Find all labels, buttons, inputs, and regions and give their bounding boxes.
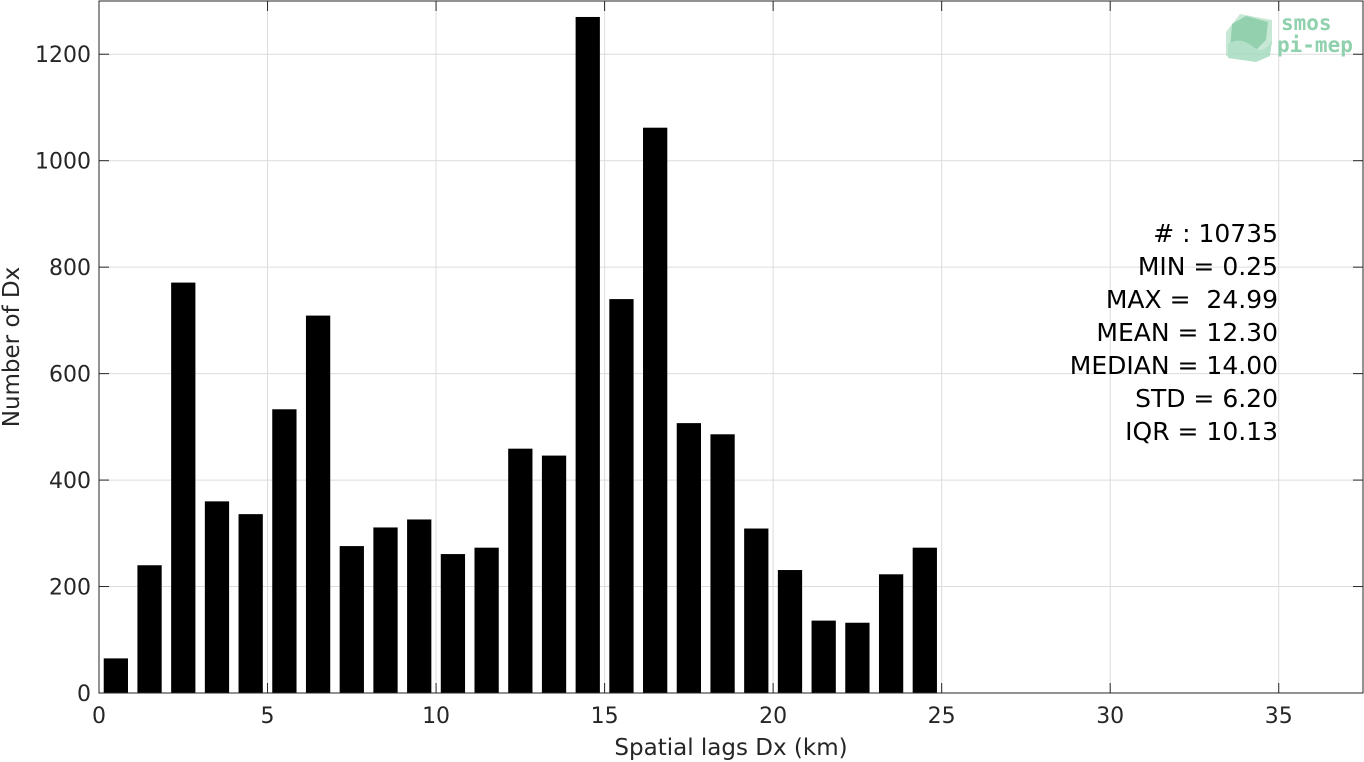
bar-series xyxy=(103,16,937,694)
stat-line: # : 10735 xyxy=(1153,219,1278,248)
histogram-bar xyxy=(204,501,230,693)
histogram-bar xyxy=(912,547,937,693)
histogram-bar xyxy=(508,448,533,693)
stat-line: MEDIAN = 14.00 xyxy=(1070,351,1278,380)
stat-line: STD = 6.20 xyxy=(1135,384,1278,413)
histogram-bar xyxy=(643,127,668,694)
logo-line1: smos xyxy=(1281,11,1332,35)
y-tick-label: 1200 xyxy=(35,43,91,68)
histogram-bar xyxy=(474,547,499,693)
y-tick-label: 800 xyxy=(49,256,91,281)
logo-line2: pi-mep xyxy=(1277,33,1353,57)
histogram-bar xyxy=(541,455,567,693)
histogram-bar xyxy=(339,546,364,693)
stat-line: MAX = 24.99 xyxy=(1106,285,1278,314)
histogram-bar xyxy=(272,409,297,693)
x-tick-label: 35 xyxy=(1265,704,1293,729)
smos-pimep-logo: smos pi-mep xyxy=(1226,11,1353,62)
x-tick-label: 10 xyxy=(422,704,450,729)
y-tick-labels: 0 200 400 600 800 1000 1200 xyxy=(35,43,91,707)
x-tick-labels: 0 5 10 15 20 25 30 35 xyxy=(92,704,1293,729)
x-tick-label: 30 xyxy=(1096,704,1124,729)
x-tick-label: 5 xyxy=(261,704,275,729)
statistics-annotation: # : 10735 MIN = 0.25 MAX = 24.99 MEAN = 12.… xyxy=(1070,219,1278,446)
histogram-bar xyxy=(575,16,600,693)
histogram-bar xyxy=(238,514,263,693)
x-tick-label: 20 xyxy=(759,704,787,729)
y-tick-label: 0 xyxy=(77,682,91,707)
histogram-bar xyxy=(137,565,162,693)
histogram-bar xyxy=(103,658,128,693)
histogram-bar xyxy=(878,574,904,693)
y-tick-label: 200 xyxy=(49,576,91,601)
histogram-bar xyxy=(373,527,398,693)
stat-line: MEAN = 12.30 xyxy=(1096,318,1278,347)
histogram-bar xyxy=(171,282,196,693)
axes-box xyxy=(98,0,1364,694)
histogram-bar xyxy=(609,299,634,693)
histogram-bar xyxy=(744,528,769,693)
histogram-bar xyxy=(845,622,870,693)
histogram-bar xyxy=(305,315,331,693)
x-tick-label: 25 xyxy=(928,704,956,729)
stat-line: MIN = 0.25 xyxy=(1138,252,1278,281)
tick-marks xyxy=(98,1,1363,694)
histogram-bar xyxy=(407,519,432,693)
histogram-bar xyxy=(710,434,735,693)
stat-line: IQR = 10.13 xyxy=(1125,417,1278,446)
histogram-bar xyxy=(676,423,702,693)
logo-mark-icon xyxy=(1226,14,1272,62)
x-tick-label: 15 xyxy=(591,704,619,729)
x-tick-label: 0 xyxy=(92,704,106,729)
x-axis-label: Spatial lags Dx (km) xyxy=(614,735,847,761)
y-axis-label: Number of Dx xyxy=(0,267,25,428)
y-tick-label: 1000 xyxy=(35,150,91,175)
histogram-bar xyxy=(440,554,466,693)
histogram-bar xyxy=(777,570,803,693)
histogram-bar xyxy=(811,620,836,693)
y-tick-label: 600 xyxy=(49,363,91,388)
y-tick-label: 400 xyxy=(49,469,91,494)
